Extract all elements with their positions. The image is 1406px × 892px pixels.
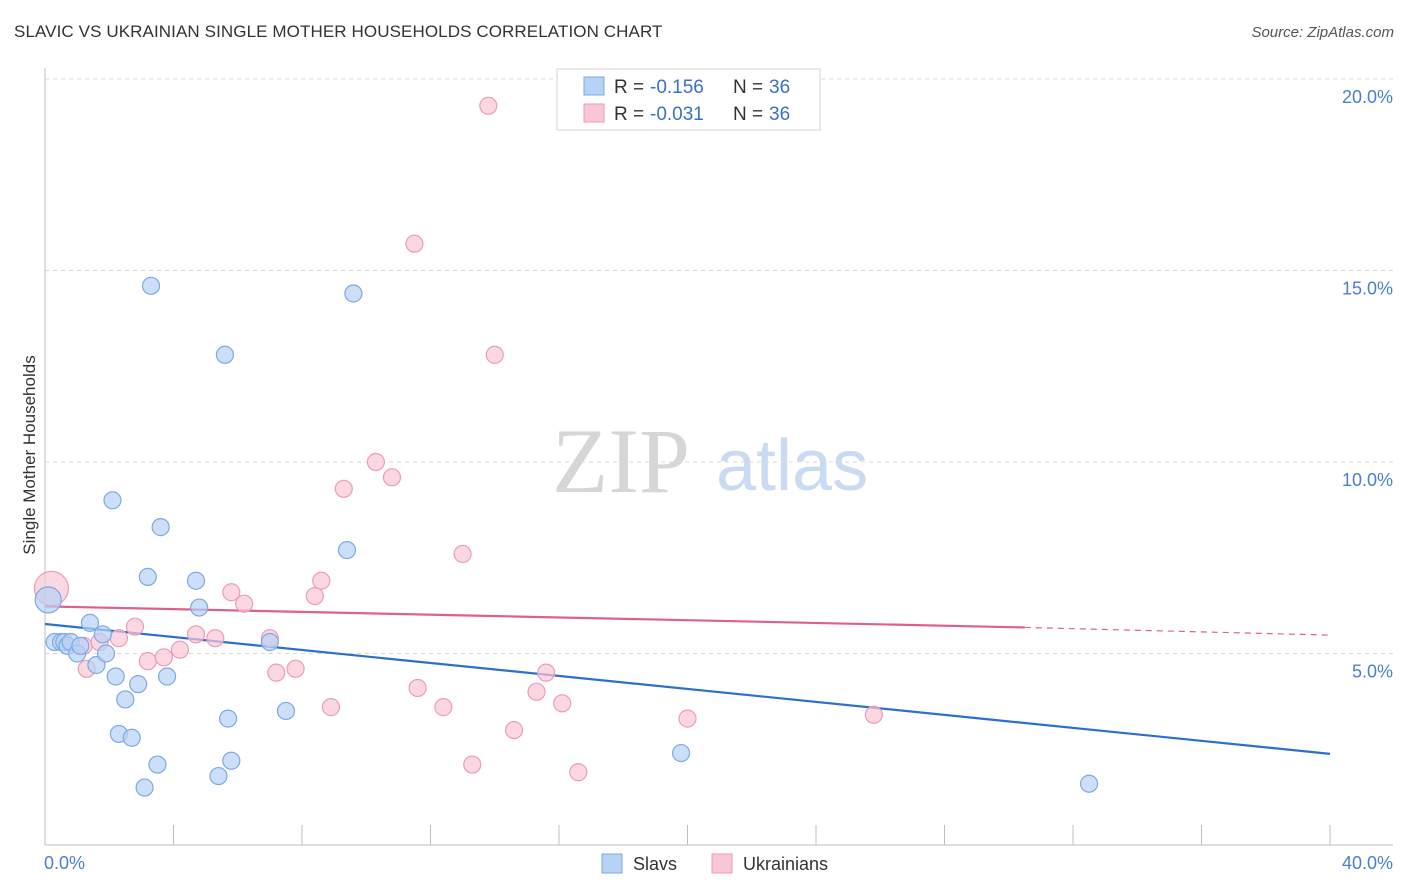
point-ukrainians [170,640,190,659]
point-ukrainians [864,705,883,724]
point-ukrainians [678,709,697,728]
legend-r-label-slavs: R = [614,77,644,98]
trendline-extension-ukrainians [1024,626,1331,636]
point-ukrainians [504,720,524,740]
point-ukrainians [453,544,472,564]
point-slavs [129,675,148,694]
point-ukrainians [553,694,572,713]
point-ukrainians [537,663,556,682]
point-ukrainians [334,479,353,498]
point-ukrainians [382,468,402,487]
point-slavs [222,751,241,770]
y-tick-label: 5.0% [1352,662,1393,682]
point-slavs [209,766,228,786]
grid [45,78,1393,654]
point-slavs [148,755,167,774]
point-ukrainians [405,234,424,253]
correlation-legend: R = -0.156 N = 36 R = -0.031 N = 36 [556,68,821,131]
point-ukrainians [434,698,453,717]
point-ukrainians [366,452,385,472]
point-ukrainians [235,594,254,613]
point-ukrainians [154,648,173,667]
legend-n-label-ukrainians: N = [733,104,763,125]
x-tick-label: 0.0% [44,853,85,873]
point-ukrainians [321,698,341,717]
point-slavs [344,284,363,303]
point-slavs [219,709,238,728]
point-slavs [1079,774,1099,793]
point-slavs [71,636,90,655]
axes: 5.0% 10.0% 15.0% 20.0% 0.0% 40.0% [44,68,1393,873]
watermark-zip: ZIP [552,410,690,512]
point-slavs [260,632,279,652]
point-ukrainians [485,345,504,364]
watermark-atlas: atlas [716,426,868,506]
point-slavs [186,571,206,590]
point-slavs [151,518,170,537]
point-slavs [157,667,177,686]
data-points [33,96,1099,797]
trendline-ukrainians [44,605,1025,629]
point-ukrainians [305,586,324,606]
point-slavs [116,690,135,709]
point-ukrainians [527,682,546,701]
point-slavs [93,625,112,644]
point-slavs [96,644,116,663]
point-ukrainians [408,678,427,698]
trendlines [44,605,1331,755]
legend-r-value-slavs: -0.156 [650,77,704,98]
y-axis-label: Single Mother Households [20,355,39,554]
point-ukrainians [286,659,305,678]
bottom-legend-swatch-ukrainians [711,853,733,874]
point-slavs [80,613,100,632]
point-ukrainians [186,625,206,644]
legend-n-label-slavs: N = [733,77,763,98]
point-ukrainians [463,755,482,774]
point-slavs [106,667,125,686]
y-tick-label: 15.0% [1342,279,1393,299]
point-slavs [671,743,691,763]
legend-swatch-ukrainians [583,103,605,123]
point-ukrainians [138,652,157,671]
point-slavs [34,586,62,614]
point-ukrainians [206,629,225,648]
point-slavs [276,701,296,721]
source-label: Source: ZipAtlas.com [1251,24,1394,41]
bottom-legend-swatch-slavs [601,853,623,874]
legend-n-value-ukrainians: 36 [769,104,790,125]
bottom-legend-label-slavs: Slavs [633,854,677,874]
x-tick-label: 40.0% [1342,853,1393,873]
legend-n-value-slavs: 36 [769,77,790,98]
point-slavs [138,567,157,587]
point-ukrainians [222,583,241,602]
point-slavs [337,540,357,560]
point-ukrainians [267,663,286,682]
point-ukrainians [312,571,331,590]
chart-title: SLAVIC VS UKRAINIAN SINGLE MOTHER HOUSEH… [14,22,663,41]
point-slavs [190,598,209,617]
point-slavs [135,778,154,797]
legend-swatch-slavs [583,76,605,96]
point-slavs [122,728,141,747]
point-ukrainians [109,629,128,648]
point-ukrainians [125,617,145,636]
legend-r-label-ukrainians: R = [614,104,644,125]
legend-r-value-ukrainians: -0.031 [650,104,704,125]
point-slavs [141,276,161,295]
y-tick-label: 10.0% [1342,470,1393,490]
point-ukrainians [569,763,588,782]
point-ukrainians [479,96,498,115]
y-tick-label: 20.0% [1342,87,1393,107]
trendline-slavs [44,622,1331,755]
bottom-legend-label-ukrainians: Ukrainians [743,854,828,874]
point-slavs [215,345,234,364]
point-slavs [103,491,122,510]
series-legend: Slavs Ukrainians [601,853,828,874]
